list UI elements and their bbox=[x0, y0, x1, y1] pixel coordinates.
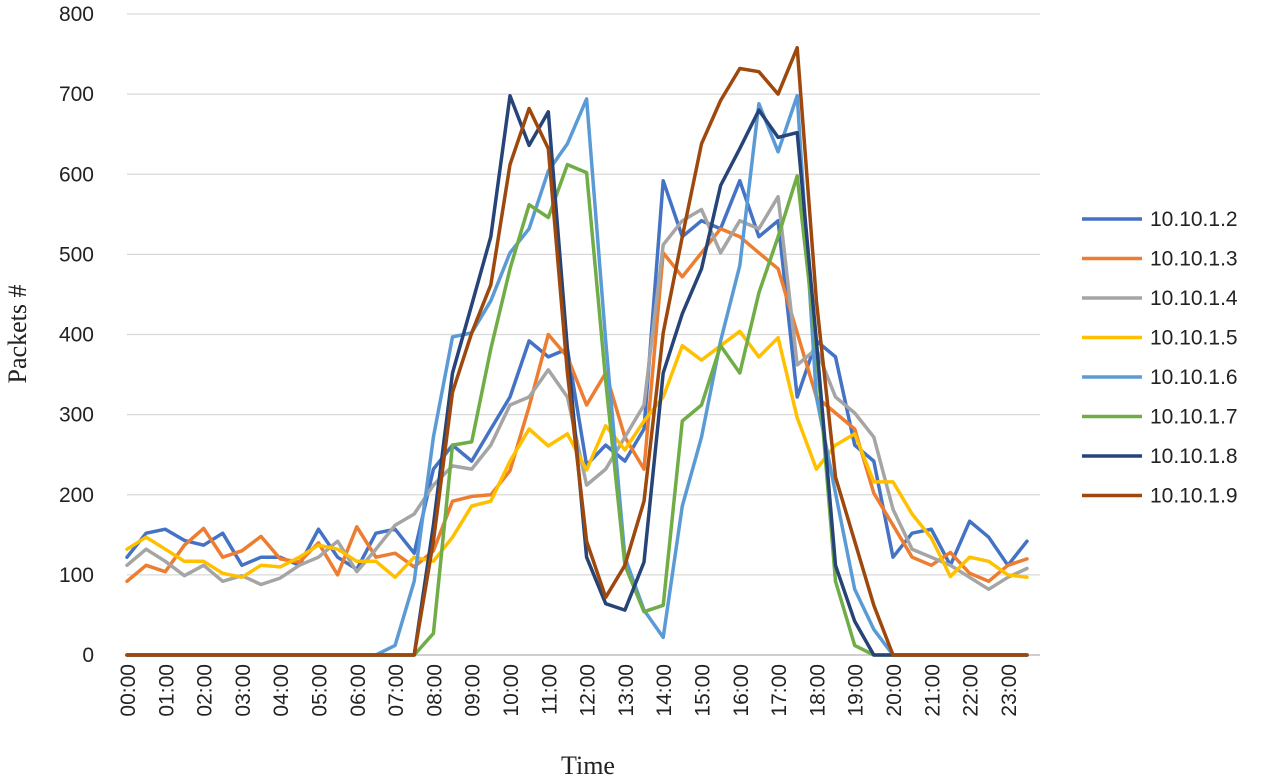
y-axis-title: Packets # bbox=[3, 285, 32, 384]
legend-label: 10.10.1.7 bbox=[1150, 406, 1238, 429]
x-tick-label: 13:00 bbox=[615, 664, 638, 717]
series-line-10-10-1-9 bbox=[125, 45, 1029, 657]
legend-label: 10.10.1.9 bbox=[1150, 485, 1238, 508]
x-tick-label: 12:00 bbox=[577, 664, 600, 717]
legend-label: 10.10.1.6 bbox=[1150, 366, 1238, 389]
y-tick-label: 200 bbox=[59, 484, 94, 507]
y-tick-label: 700 bbox=[59, 83, 94, 106]
legend-label: 10.10.1.2 bbox=[1150, 208, 1238, 231]
series-line-10-10-1-4 bbox=[125, 194, 1029, 592]
x-tick-label: 07:00 bbox=[385, 664, 408, 717]
x-tick-label: 20:00 bbox=[883, 664, 906, 717]
series-line-10-10-1-8 bbox=[125, 93, 1029, 657]
x-tick-label: 14:00 bbox=[653, 664, 676, 717]
x-axis-title: Time bbox=[561, 751, 615, 779]
series-line-10-10-1-3 bbox=[125, 226, 1029, 584]
x-tick-label: 03:00 bbox=[232, 664, 255, 717]
x-tick-label: 02:00 bbox=[194, 664, 217, 717]
y-tick-label: 500 bbox=[59, 243, 94, 266]
gridlines bbox=[127, 13, 1040, 656]
x-tick-label: 17:00 bbox=[768, 664, 791, 717]
x-tick-label: 15:00 bbox=[691, 664, 714, 717]
x-tick-label: 08:00 bbox=[423, 664, 446, 717]
x-tick-label: 10:00 bbox=[500, 664, 523, 717]
x-tick-label: 18:00 bbox=[806, 664, 829, 717]
x-tick-label: 11:00 bbox=[538, 664, 561, 715]
series-line-10-10-1-6 bbox=[125, 93, 1029, 657]
legend: 10.10.1.2 10.10.1.3 10.10.1.4 10.10.1.5 10.1… bbox=[1082, 208, 1238, 508]
y-tick-label: 0 bbox=[82, 644, 94, 667]
y-tick-label: 800 bbox=[59, 3, 94, 26]
x-tick-label: 01:00 bbox=[155, 664, 178, 717]
y-axis-ticks: 0 100 200 300 400 500 600 700 800 bbox=[59, 3, 94, 667]
y-tick-label: 300 bbox=[59, 404, 94, 427]
legend-label: 10.10.1.4 bbox=[1150, 287, 1238, 310]
y-tick-label: 600 bbox=[59, 163, 94, 186]
x-tick-label: 05:00 bbox=[308, 664, 331, 717]
x-tick-label: 23:00 bbox=[998, 664, 1021, 717]
y-tick-label: 100 bbox=[59, 564, 94, 587]
x-tick-label: 21:00 bbox=[921, 664, 944, 717]
y-tick-label: 400 bbox=[59, 324, 94, 347]
x-axis-ticks: 00:00 01:00 02:00 03:00 04:00 05:00 06:00 07:00… bbox=[117, 664, 1021, 717]
x-tick-label: 19:00 bbox=[845, 664, 868, 717]
x-tick-label: 22:00 bbox=[960, 664, 983, 717]
x-tick-label: 16:00 bbox=[730, 664, 753, 717]
x-tick-label: 04:00 bbox=[270, 664, 293, 717]
x-tick-label: 09:00 bbox=[462, 664, 485, 717]
legend-label: 10.10.1.8 bbox=[1150, 445, 1238, 468]
legend-label: 10.10.1.3 bbox=[1150, 248, 1238, 271]
x-tick-label: 00:00 bbox=[117, 664, 140, 717]
legend-label: 10.10.1.5 bbox=[1150, 327, 1238, 350]
series-lines bbox=[125, 45, 1029, 657]
x-tick-label: 06:00 bbox=[347, 664, 370, 717]
